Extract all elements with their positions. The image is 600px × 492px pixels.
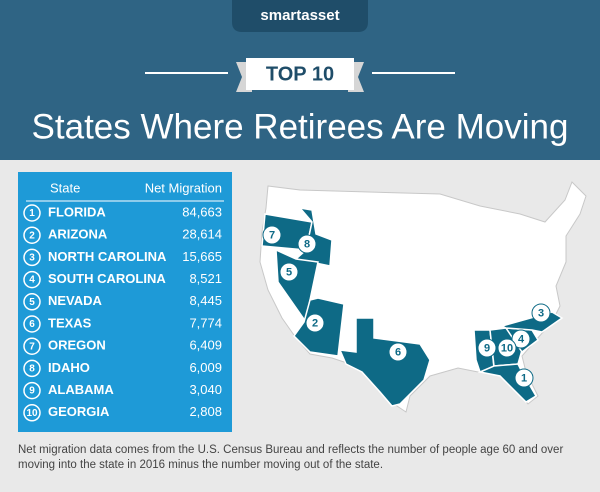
rank-circle: [23, 270, 41, 289]
badge: TOP 10: [266, 63, 334, 85]
map-marker: [305, 313, 325, 333]
net-migration: 15,665: [182, 249, 222, 264]
artwork: smartasset TOP 10 States Where Retirees …: [0, 0, 600, 432]
map-marker-label: 10: [501, 342, 513, 354]
rank-circle: [23, 381, 41, 400]
map-marker-label: 9: [484, 342, 490, 354]
rank: 3: [29, 253, 35, 264]
net-migration: 7,774: [189, 315, 222, 330]
title: States Where Retirees Are Moving: [32, 107, 569, 146]
net-migration: 3,040: [189, 382, 222, 397]
column-header: Net Migration: [145, 180, 222, 195]
map-marker: [477, 338, 497, 358]
table-panel: [18, 172, 232, 432]
map-marker: [262, 225, 282, 245]
state-name: FLORIDA: [48, 204, 106, 219]
net-migration: 8,445: [189, 293, 222, 308]
rank-circle: [23, 359, 41, 378]
logo-tab: [232, 0, 368, 32]
rank: 9: [29, 386, 35, 397]
map-marker: [511, 329, 531, 349]
state-name: ALABAMA: [48, 382, 114, 397]
rank: 5: [29, 297, 35, 308]
rank: 4: [29, 275, 35, 286]
rank: 7: [29, 341, 35, 352]
rank-circle: [23, 404, 41, 422]
map-marker: [388, 342, 408, 362]
brand: smartasset: [260, 7, 339, 24]
rank: 2: [29, 230, 35, 241]
state-name: SOUTH CAROLINA: [48, 271, 166, 286]
map-marker: [531, 303, 551, 323]
map-marker: [279, 262, 299, 282]
rank-circle: [23, 204, 41, 222]
badge-box: [246, 58, 354, 90]
map-marker-label: 8: [304, 238, 310, 250]
net-migration: 8,521: [189, 271, 222, 286]
state-name: NORTH CAROLINA: [48, 249, 167, 264]
state-name: NEVADA: [48, 293, 103, 308]
map-marker-label: 7: [269, 229, 275, 241]
map-marker: [297, 234, 317, 254]
rank-circle: [23, 293, 41, 311]
map-marker: [514, 368, 534, 388]
net-migration: 6,009: [189, 360, 222, 375]
state-name: TEXAS: [48, 315, 92, 330]
net-migration: 84,663: [182, 204, 222, 219]
map-marker-label: 1: [521, 372, 527, 384]
rank-circle: [23, 248, 41, 267]
net-migration: 2,808: [189, 404, 222, 419]
rank-circle: [23, 226, 41, 244]
map-marker-label: 6: [395, 346, 401, 358]
rank-circle: [23, 315, 41, 333]
us-map: 1 2 3 4 5 6 7 8 9 10: [259, 181, 587, 413]
rank: 10: [26, 408, 38, 419]
state-name: OREGON: [48, 338, 106, 353]
map-marker-label: 2: [312, 317, 318, 329]
map-marker: [497, 338, 517, 358]
state-name: IDAHO: [48, 360, 90, 375]
state-name: ARIZONA: [48, 227, 108, 242]
rank-circle: [23, 337, 41, 355]
map-marker-label: 5: [286, 266, 292, 278]
net-migration: 6,409: [189, 338, 222, 353]
rank: 6: [29, 319, 35, 330]
column-header: State: [50, 180, 80, 195]
rank: 1: [29, 208, 35, 219]
state-texas: [338, 317, 431, 407]
footnote: Net migration data comes from the U.S. C…: [18, 444, 564, 471]
map-marker-label: 4: [518, 333, 525, 345]
map-marker-label: 3: [538, 307, 544, 319]
net-migration: 28,614: [182, 227, 222, 242]
rank: 8: [29, 364, 35, 375]
state-name: GEORGIA: [48, 404, 110, 419]
